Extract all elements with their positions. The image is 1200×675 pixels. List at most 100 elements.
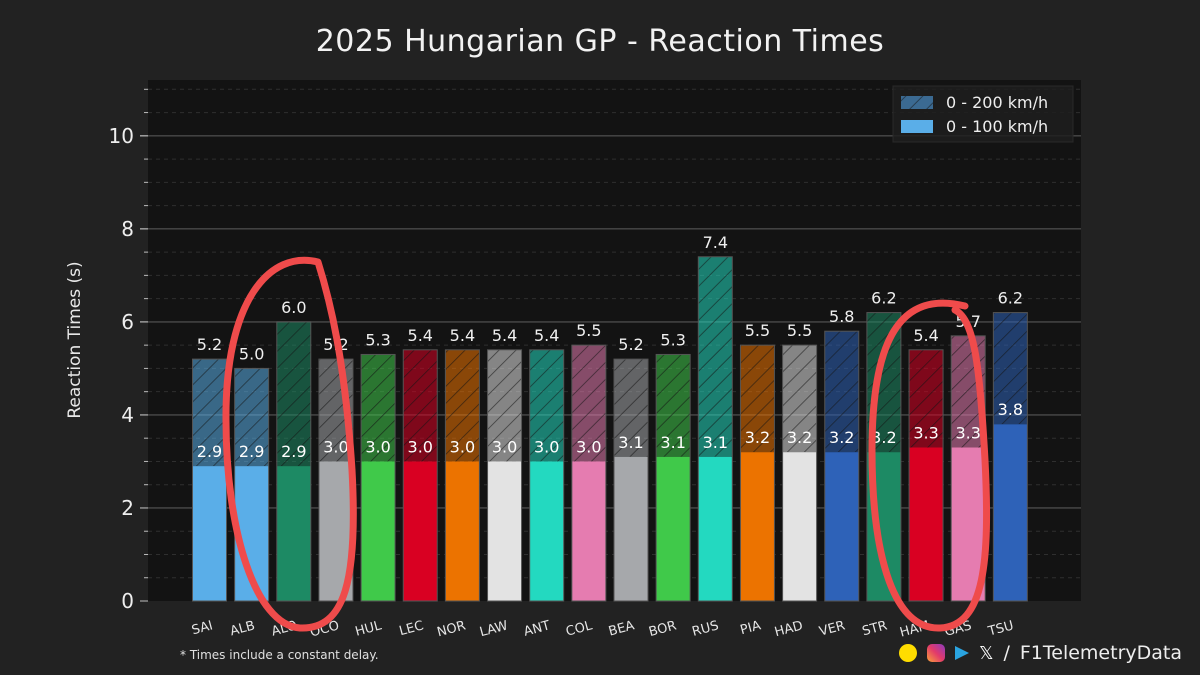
x-tick-label-hul: HUL: [354, 618, 384, 640]
telegram-icon[interactable]: [954, 646, 969, 660]
legend-label-0-200: 0 - 200 km/h: [946, 93, 1048, 112]
label-0-100-lec: 3.0: [408, 437, 433, 456]
bar-outline: [234, 367, 270, 602]
label-0-100-sai: 2.9: [197, 442, 222, 461]
bar-outline: [529, 349, 565, 602]
bar-outline: [697, 256, 733, 602]
label-0-200-ant: 5.4: [534, 326, 559, 345]
label-0-100-ant: 3.0: [534, 437, 559, 456]
bar-hatch-law: [487, 349, 522, 462]
credit-handle[interactable]: F1TelemetryData: [1019, 642, 1182, 664]
y-tick-label: 8: [121, 217, 134, 241]
label-0-200-hul: 5.3: [365, 330, 390, 349]
y-tick-label: 2: [121, 496, 134, 520]
x-tick-label-ant: ANT: [522, 618, 552, 639]
bar-hatch-bor: [656, 354, 691, 457]
x-tick-label-col: COL: [564, 618, 594, 640]
label-0-100-rus: 3.1: [703, 433, 728, 452]
label-0-200-pia: 5.5: [745, 321, 770, 340]
x-tick-label-str: STR: [861, 618, 889, 639]
bar-hatch-sai: [192, 359, 227, 467]
bar-outline: [992, 312, 1028, 602]
bar-0-100-ver: [824, 452, 859, 601]
label-0-200-had: 5.5: [787, 321, 812, 340]
label-0-100-str: 3.2: [871, 428, 896, 447]
bar-0-100-bea: [614, 456, 648, 601]
x-tick-label-alb: ALB: [229, 618, 257, 639]
x-tick-labels: SAI ALB ALO OCO HUL LEC NOR LAW ANT COL BEA BOR RUS P…: [190, 618, 1015, 640]
label-0-100-law: 3.0: [492, 437, 517, 456]
bar-hatch-had: [782, 345, 817, 453]
y-tick-label: 6: [121, 310, 134, 334]
x-tick-label-had: HAD: [773, 618, 805, 640]
bar-outline: [276, 321, 312, 602]
bar-0-100-tsu: [993, 424, 1028, 601]
x-icon[interactable]: 𝕏: [978, 642, 994, 664]
label-0-100-col: 3.0: [576, 437, 601, 456]
bar-outline: [782, 344, 818, 602]
bars: [192, 256, 1028, 602]
bar-outline: [402, 349, 438, 602]
x-tick-label-bor: BOR: [647, 618, 678, 640]
bar-outline: [908, 349, 944, 602]
label-0-200-bor: 5.3: [660, 330, 685, 349]
bar-0-100-had: [782, 452, 817, 601]
bar-outline: [739, 344, 775, 602]
bar-hatch-alo: [276, 321, 311, 467]
label-0-100-bor: 3.1: [660, 433, 685, 452]
bar-hatch-nor: [445, 349, 480, 462]
y-tick-label: 4: [121, 403, 134, 427]
bar-0-100-sai: [192, 466, 227, 601]
x-tick-label-sai: SAI: [190, 618, 214, 638]
bar-0-100-col: [571, 461, 606, 601]
bar-hatch-bea: [614, 359, 648, 457]
x-tick-label-pia: PIA: [739, 618, 763, 638]
label-0-100-bea: 3.1: [618, 433, 643, 452]
bar-0-100-lec: [403, 461, 438, 601]
bar-outline: [824, 330, 860, 602]
label-0-200-lec: 5.4: [408, 326, 433, 345]
bar-0-100-bor: [656, 456, 691, 601]
bar-0-100-alo: [276, 466, 311, 601]
bar-0-100-ant: [529, 461, 564, 601]
bar-hatch-alb: [234, 368, 269, 467]
label-0-200-rus: 7.4: [703, 233, 728, 252]
label-0-200-ham: 5.4: [913, 326, 938, 345]
bar-0-100-pia: [740, 452, 775, 601]
label-0-200-str: 6.2: [871, 289, 896, 308]
y-tick-label: 0: [121, 589, 134, 613]
label-0-100-nor: 3.0: [450, 437, 475, 456]
label-0-100-alo: 2.9: [281, 442, 306, 461]
bar-hatch-ver: [824, 331, 859, 453]
x-tick-label-rus: RUS: [691, 618, 721, 639]
y-axis: 0 2 4 6 8 10: [109, 88, 148, 613]
x-tick-label-bea: BEA: [607, 618, 636, 639]
label-0-100-ham: 3.3: [913, 423, 938, 442]
label-0-200-law: 5.4: [492, 326, 517, 345]
bar-hatch-hul: [361, 354, 396, 462]
label-0-100-had: 3.2: [787, 428, 812, 447]
credit-bar: 𝕏 / F1TelemetryData: [898, 642, 1182, 664]
chart-title: 2025 Hungarian GP - Reaction Times: [315, 24, 885, 59]
bar-hatch-pia: [740, 345, 775, 453]
bar-outline: [655, 353, 691, 602]
credit-separator: /: [1003, 642, 1010, 664]
label-0-200-nor: 5.4: [450, 326, 475, 345]
legend: 0 - 200 km/h 0 - 100 km/h: [892, 85, 1074, 143]
bar-outline: [613, 358, 649, 602]
bar-0-100-ham: [909, 447, 944, 601]
instagram-icon[interactable]: [926, 644, 945, 662]
bar-hatch-ham: [909, 349, 944, 448]
x-tick-label-lec: LEC: [398, 618, 426, 639]
label-0-100-tsu: 3.8: [998, 400, 1023, 419]
buy-me-a-coffee-icon[interactable]: [898, 644, 917, 662]
bar-outline: [866, 312, 902, 602]
y-tick-label: 10: [109, 124, 134, 148]
legend-label-0-100: 0 - 100 km/h: [946, 117, 1048, 136]
bar-hatch-tsu: [993, 312, 1028, 425]
label-0-200-alo: 6.0: [281, 298, 306, 317]
bar-outline: [444, 349, 480, 602]
label-0-200-col: 5.5: [576, 321, 601, 340]
bar-hatch-rus: [698, 256, 733, 457]
